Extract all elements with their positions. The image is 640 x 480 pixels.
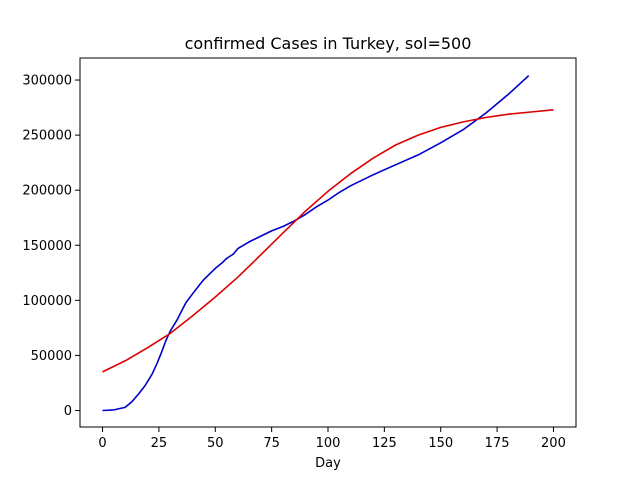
series-layer [102, 75, 554, 412]
plot-area [102, 75, 554, 412]
x-axis: 0 25 50 75 100 125 150 175 200 [98, 427, 566, 451]
y-tick-label: 0 [64, 404, 72, 419]
x-tick-label: 0 [98, 436, 106, 451]
x-tick-label: 150 [428, 436, 453, 451]
y-tick-label: 100000 [22, 294, 72, 309]
y-tick-label: 300000 [22, 74, 72, 89]
x-tick-label: 25 [151, 436, 168, 451]
y-tick-label: 250000 [22, 129, 72, 144]
y-tick-label: 150000 [22, 239, 72, 254]
y-axis: 0 50000 100000 150000 200000 250000 300000 [22, 74, 80, 419]
series-line-red [102, 109, 554, 373]
x-tick-label: 50 [207, 436, 224, 451]
x-tick-label: 125 [372, 436, 397, 451]
x-tick-label: 75 [263, 436, 280, 451]
x-tick-label: 175 [485, 436, 510, 451]
x-axis-label: Day [315, 456, 341, 471]
x-tick-label: 200 [541, 436, 566, 451]
series-line-blue [102, 75, 530, 412]
y-tick-label: 50000 [31, 349, 72, 364]
y-tick-label: 200000 [22, 184, 72, 199]
x-tick-label: 100 [316, 436, 341, 451]
chart-title: confirmed Cases in Turkey, sol=500 [185, 34, 472, 53]
